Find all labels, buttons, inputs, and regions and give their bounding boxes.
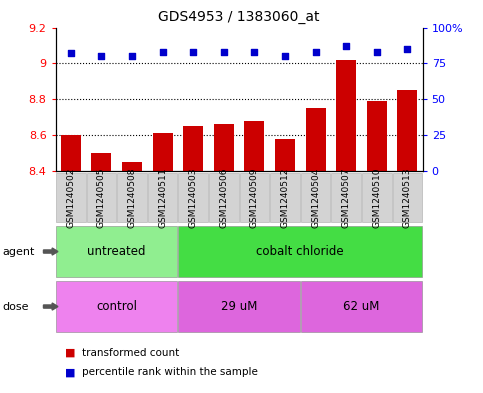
Bar — [153, 133, 172, 171]
Text: GSM1240510: GSM1240510 — [372, 167, 381, 228]
Point — [67, 50, 75, 57]
Text: GSM1240513: GSM1240513 — [403, 167, 412, 228]
Text: percentile rank within the sample: percentile rank within the sample — [82, 367, 258, 377]
Text: GSM1240508: GSM1240508 — [128, 167, 137, 228]
Text: GSM1240506: GSM1240506 — [219, 167, 228, 228]
Text: agent: agent — [2, 246, 35, 257]
Text: GSM1240512: GSM1240512 — [281, 167, 289, 228]
Bar — [336, 60, 356, 171]
Point — [220, 49, 227, 55]
Text: GSM1240511: GSM1240511 — [158, 167, 167, 228]
Bar — [275, 139, 295, 171]
Text: GSM1240507: GSM1240507 — [341, 167, 351, 228]
Bar — [91, 153, 112, 171]
Point — [251, 49, 258, 55]
Text: 29 uM: 29 uM — [221, 300, 257, 313]
Point — [98, 53, 105, 59]
Text: GSM1240504: GSM1240504 — [311, 167, 320, 228]
Text: untreated: untreated — [87, 245, 146, 258]
Point — [312, 49, 319, 55]
Text: 62 uM: 62 uM — [343, 300, 380, 313]
Text: control: control — [96, 300, 137, 313]
Text: GSM1240503: GSM1240503 — [189, 167, 198, 228]
Bar — [214, 124, 234, 171]
Point — [403, 46, 411, 52]
Text: GSM1240502: GSM1240502 — [66, 167, 75, 228]
Point — [159, 49, 167, 55]
Text: cobalt chloride: cobalt chloride — [256, 245, 344, 258]
Text: transformed count: transformed count — [82, 348, 179, 358]
Bar — [183, 126, 203, 171]
Bar — [306, 108, 326, 171]
Point — [281, 53, 289, 59]
Title: GDS4953 / 1383060_at: GDS4953 / 1383060_at — [158, 10, 320, 24]
Text: dose: dose — [2, 301, 29, 312]
Text: ■: ■ — [65, 348, 76, 358]
Text: GSM1240505: GSM1240505 — [97, 167, 106, 228]
Text: GSM1240509: GSM1240509 — [250, 167, 259, 228]
Point — [189, 49, 197, 55]
Bar — [122, 162, 142, 171]
Point — [373, 49, 381, 55]
Bar — [61, 135, 81, 171]
Text: ■: ■ — [65, 367, 76, 377]
Bar — [244, 121, 264, 171]
Point — [128, 53, 136, 59]
Bar — [398, 90, 417, 171]
Bar — [367, 101, 387, 171]
Point — [342, 43, 350, 49]
